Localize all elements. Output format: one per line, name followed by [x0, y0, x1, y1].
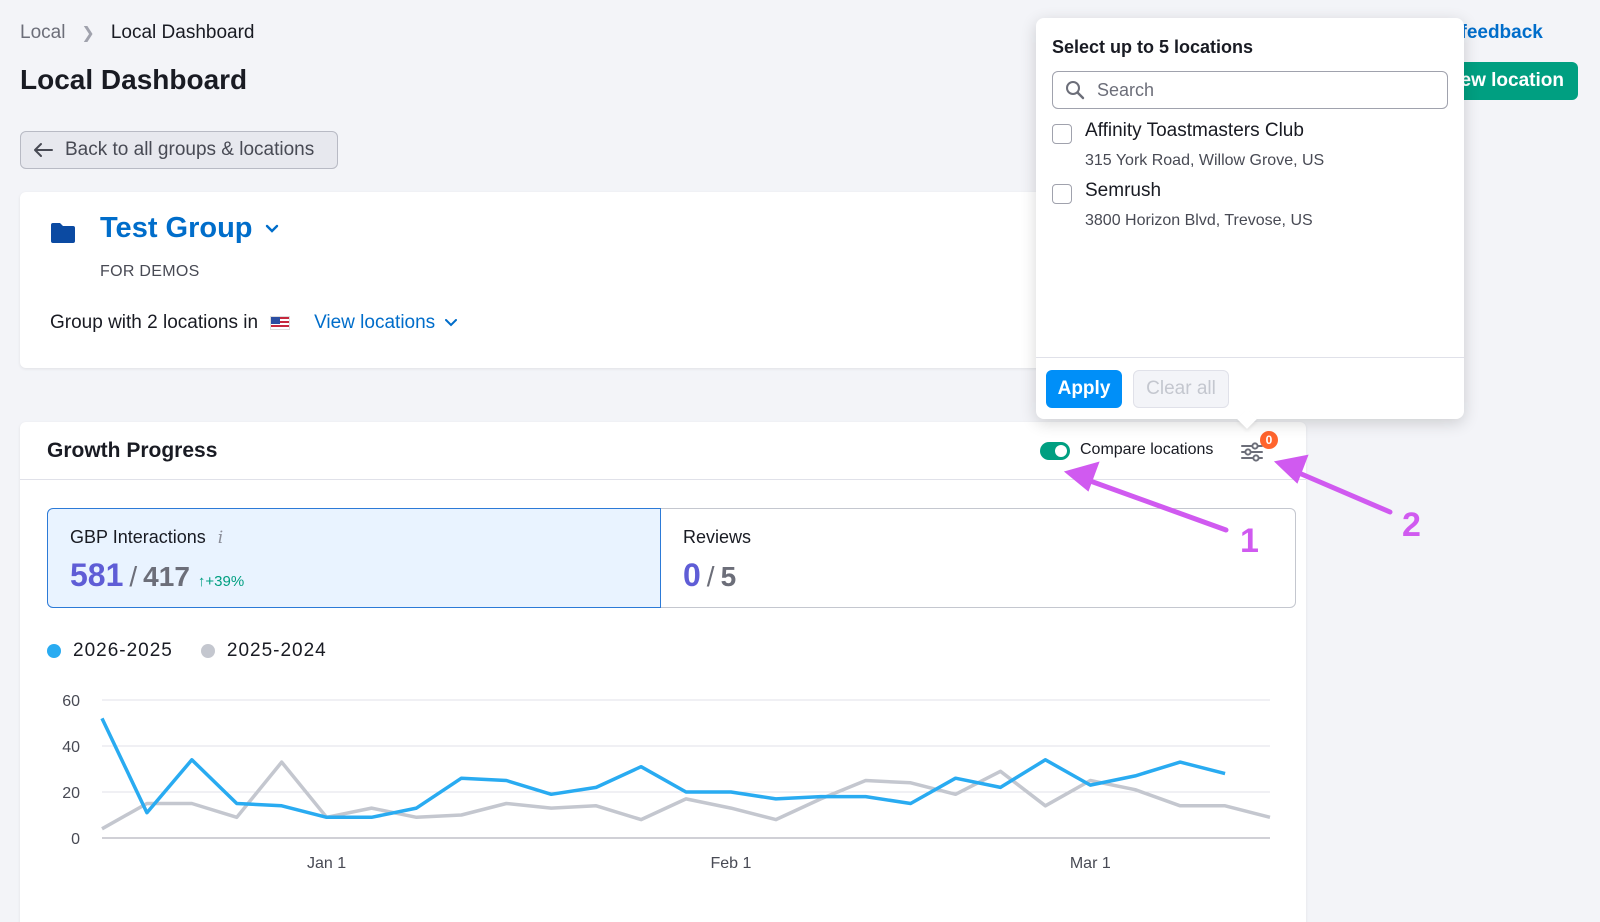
- location-name: Affinity Toastmasters Club: [1085, 120, 1304, 141]
- metric-value: 0 / 5: [683, 557, 736, 594]
- metric-gbp-interactions[interactable]: GBP Interactions i 581 / 417 ↑+39%: [47, 508, 661, 608]
- y-tick-label: 60: [62, 693, 80, 710]
- clear-all-button[interactable]: Clear all: [1133, 370, 1229, 408]
- gbp-current-value: 581: [70, 557, 124, 593]
- x-tick-label: Mar 1: [1070, 855, 1111, 872]
- group-description: Group with 2 locations in View locations: [50, 312, 458, 334]
- compare-locations-toggle[interactable]: [1040, 442, 1070, 460]
- location-address: 315 York Road, Willow Grove, US: [1085, 152, 1325, 169]
- filter-settings-icon[interactable]: [1238, 438, 1266, 466]
- view-locations-dropdown[interactable]: View locations: [314, 312, 458, 334]
- group-subtitle: FOR DEMOS: [100, 263, 200, 280]
- legend-item-current[interactable]: 2026-2025: [47, 640, 173, 662]
- legend-label: 2026-2025: [73, 640, 173, 661]
- annotation-number-1: 1: [1240, 522, 1259, 560]
- search-icon: [1066, 81, 1085, 100]
- legend-dot: [200, 644, 215, 658]
- y-tick-label: 0: [71, 831, 80, 848]
- chevron-down-icon: [445, 319, 458, 327]
- y-tick-label: 20: [62, 785, 80, 802]
- view-locations-label: View locations: [314, 312, 436, 333]
- group-name: Test Group: [100, 212, 253, 244]
- series-line-2025-2024: [101, 760, 1271, 831]
- filter-count-badge: 0: [1260, 431, 1278, 449]
- reviews-separator: /: [706, 561, 715, 592]
- page-title: Local Dashboard: [20, 64, 248, 95]
- info-icon[interactable]: i: [217, 527, 224, 548]
- popover-title: Select up to 5 locations: [1052, 37, 1254, 57]
- legend-dot: [47, 644, 61, 658]
- y-tick-label: 40: [62, 739, 80, 756]
- legend-label: 2025-2024: [226, 640, 327, 661]
- chart-legend: 2026-2025 2025-2024: [47, 640, 327, 662]
- series-line-2026-2025: [100, 717, 1226, 820]
- back-to-groups-button[interactable]: Back to all groups & locations: [20, 131, 338, 169]
- location-search-field[interactable]: [1052, 71, 1448, 109]
- location-name: Semrush: [1085, 180, 1162, 201]
- apply-button[interactable]: Apply: [1046, 370, 1122, 408]
- group-description-text: Group with 2 locations in: [50, 312, 259, 333]
- reviews-previous-value: 5: [720, 561, 737, 592]
- gbp-separator: /: [129, 561, 138, 592]
- folder-icon: [51, 223, 75, 243]
- chevron-right-icon: ❯: [81, 25, 95, 42]
- location-option[interactable]: Affinity Toastmasters Club 315 York Road…: [1052, 120, 1448, 180]
- group-name-dropdown[interactable]: Test Group: [100, 212, 279, 245]
- reviews-label: Reviews: [683, 527, 752, 547]
- location-option[interactable]: Semrush 3800 Horizon Blvd, Trevose, US: [1052, 180, 1448, 240]
- gbp-previous-value: 417: [143, 561, 190, 592]
- x-tick-label: Jan 1: [307, 855, 346, 872]
- metric-label: GBP Interactions i: [70, 527, 223, 548]
- legend-item-previous[interactable]: 2025-2024: [200, 640, 327, 662]
- location-select-popover: Select up to 5 locations Affinity Toastm…: [1036, 18, 1464, 419]
- arrow-left-icon: [34, 143, 53, 157]
- growth-progress-card: Growth Progress Compare locations 0 GBP …: [20, 422, 1306, 922]
- breadcrumb: Local ❯ Local Dashboard: [20, 22, 254, 44]
- breadcrumb-current: Local Dashboard: [110, 22, 255, 43]
- compare-locations-label: Compare locations: [1080, 441, 1214, 458]
- chevron-down-icon: [265, 224, 278, 233]
- gbp-label: GBP Interactions: [70, 527, 206, 547]
- annotation-number-2: 2: [1402, 506, 1421, 544]
- reviews-current-value: 0: [683, 557, 701, 593]
- metric-label: Reviews: [683, 527, 751, 548]
- back-button-label: Back to all groups & locations: [65, 139, 315, 160]
- group-card: Test Group FOR DEMOS Group with 2 locati…: [20, 192, 1072, 368]
- metric-reviews[interactable]: Reviews 0 / 5: [660, 508, 1296, 608]
- breadcrumb-local-link[interactable]: Local: [20, 22, 66, 43]
- location-checkbox[interactable]: [1052, 124, 1072, 144]
- growth-title: Growth Progress: [47, 439, 218, 462]
- gbp-delta: ↑+39%: [197, 573, 245, 590]
- growth-header: Growth Progress Compare locations 0: [20, 422, 1306, 480]
- us-flag-icon: [270, 316, 291, 330]
- location-search-input[interactable]: [1097, 79, 1417, 101]
- x-tick-label: Feb 1: [710, 855, 751, 872]
- popover-footer: Apply Clear all: [1036, 357, 1464, 419]
- location-checkbox[interactable]: [1052, 184, 1072, 204]
- metric-value: 581 / 417 ↑+39%: [70, 557, 244, 594]
- annotation-arrow-2: [1289, 467, 1393, 515]
- location-address: 3800 Horizon Blvd, Trevose, US: [1085, 212, 1313, 229]
